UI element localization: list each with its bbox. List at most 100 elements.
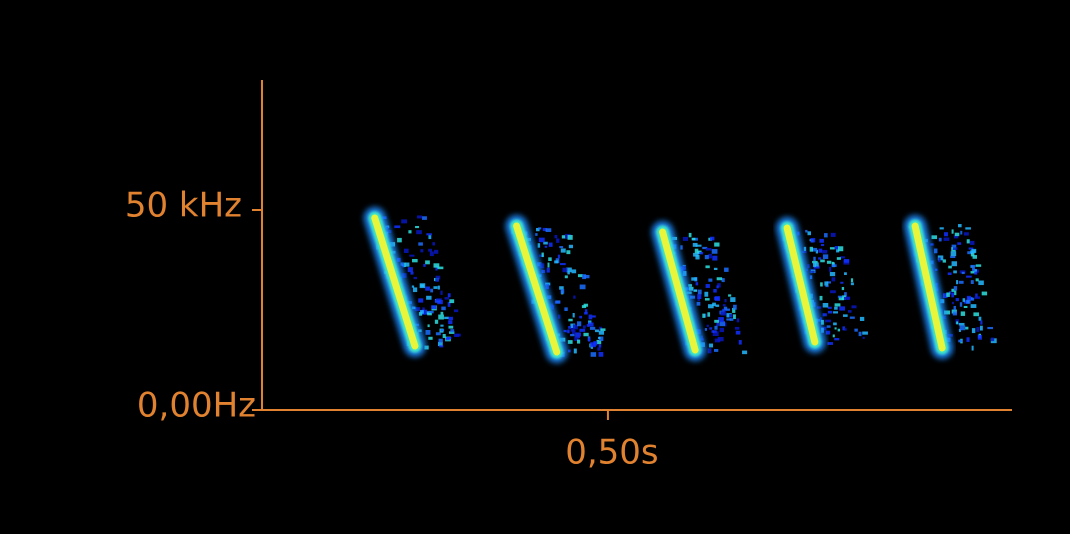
speckle <box>738 340 742 345</box>
speckle <box>564 307 568 312</box>
speckle <box>830 232 836 237</box>
speckle <box>412 287 418 293</box>
speckle <box>858 331 862 337</box>
speckle <box>562 267 568 273</box>
speckle <box>816 306 822 309</box>
speckle <box>829 247 835 250</box>
speckle <box>692 242 698 247</box>
speckle <box>721 278 725 283</box>
speckle <box>732 307 736 313</box>
speckle <box>589 326 596 330</box>
speckle <box>944 232 948 237</box>
speckle <box>434 319 439 324</box>
speckle <box>713 267 718 271</box>
speckle <box>948 291 952 295</box>
speckle <box>561 235 566 239</box>
speckle <box>682 236 689 241</box>
speckle <box>547 262 550 268</box>
speckle <box>951 261 958 267</box>
speckle <box>830 290 836 294</box>
speckle <box>590 342 596 348</box>
speckle <box>955 298 959 302</box>
speckle <box>400 262 405 266</box>
speckle <box>584 274 590 279</box>
speckle <box>843 314 848 317</box>
speckle <box>447 293 451 298</box>
speckle <box>435 332 441 336</box>
speckle <box>824 281 829 286</box>
speckle <box>413 276 418 280</box>
speckle <box>571 269 577 274</box>
speckle <box>950 251 957 257</box>
speckle <box>563 329 567 333</box>
speckle <box>419 283 426 289</box>
speckle <box>570 323 576 329</box>
speckle <box>449 299 455 304</box>
speckle <box>844 292 847 297</box>
speckle <box>412 258 418 263</box>
speckle <box>411 285 415 288</box>
speckle <box>729 314 733 318</box>
speckle <box>953 305 956 311</box>
speckle <box>425 286 430 291</box>
speckle <box>730 297 736 302</box>
speckle <box>960 230 963 235</box>
speckle <box>434 249 439 254</box>
y-tick-label: 0,00Hz <box>137 386 256 426</box>
speckle <box>556 238 560 243</box>
speckle <box>597 347 601 351</box>
speckle <box>825 319 831 323</box>
speckle <box>559 263 566 266</box>
speckle <box>944 310 951 315</box>
speckle <box>946 292 950 297</box>
speckle <box>956 280 959 285</box>
speckle <box>951 288 955 292</box>
speckle <box>942 259 946 263</box>
speckle <box>708 278 713 282</box>
speckle <box>420 310 424 314</box>
speckle <box>548 257 552 262</box>
speckle <box>588 322 594 327</box>
speckle <box>545 282 551 286</box>
speckle <box>416 215 423 219</box>
speckle <box>724 322 727 327</box>
speckle <box>980 320 983 325</box>
speckle <box>714 296 719 301</box>
speckle <box>447 301 451 307</box>
speckle <box>734 326 740 330</box>
speckle <box>425 329 431 335</box>
speckle <box>582 274 587 280</box>
speckle <box>724 299 727 303</box>
speckle <box>841 286 845 291</box>
speckle <box>689 295 696 299</box>
speckle <box>815 249 819 254</box>
speckle <box>699 251 704 255</box>
speckle <box>600 328 606 331</box>
speckle <box>972 266 975 271</box>
speckle <box>428 310 434 314</box>
speckle <box>971 328 976 334</box>
speckle <box>959 302 963 307</box>
speckle <box>717 283 721 288</box>
speckle <box>953 235 959 239</box>
speckle <box>831 277 836 282</box>
speckle <box>579 284 586 290</box>
speckle <box>851 305 857 309</box>
speckle <box>546 267 550 273</box>
speckle <box>935 268 938 271</box>
speckle <box>410 271 414 275</box>
speckle <box>735 330 741 335</box>
speckle <box>440 324 444 327</box>
x-tick-label: 0,50s <box>565 433 658 473</box>
speckle <box>418 298 424 303</box>
speckle <box>559 246 564 249</box>
speckle <box>598 330 605 335</box>
speckle <box>560 289 565 294</box>
speckle <box>958 224 962 228</box>
speckle <box>832 334 835 338</box>
speckle <box>723 306 728 310</box>
speckle <box>729 318 734 321</box>
speckle <box>990 337 995 342</box>
speckle <box>705 265 710 269</box>
speckle <box>826 281 831 284</box>
